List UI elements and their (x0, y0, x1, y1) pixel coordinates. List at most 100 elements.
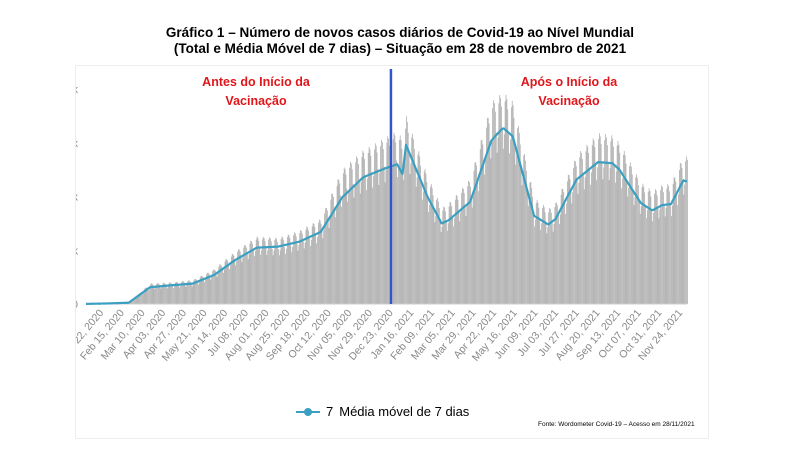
daily-case-bar (462, 188, 464, 304)
daily-case-bar (570, 191, 572, 304)
daily-case-bar (582, 174, 584, 304)
daily-case-bar (442, 210, 444, 304)
daily-case-bar (211, 277, 213, 304)
daily-case-bar (244, 245, 245, 304)
daily-case-bar (368, 146, 370, 304)
daily-case-bar (458, 210, 460, 304)
daily-case-bar (620, 171, 622, 304)
daily-case-bar (402, 168, 404, 304)
daily-case-bar (656, 195, 658, 304)
daily-case-bar (195, 279, 197, 304)
daily-case-bar (453, 226, 454, 304)
daily-case-bar (292, 246, 293, 304)
daily-case-bar (651, 209, 653, 304)
daily-case-bar (494, 111, 496, 304)
daily-case-bar (246, 253, 248, 304)
daily-case-bar (671, 205, 673, 304)
daily-case-bar (418, 151, 420, 304)
daily-case-bar (638, 185, 639, 304)
daily-case-bar (245, 245, 246, 304)
daily-case-bar (169, 282, 171, 304)
daily-case-bar (237, 251, 238, 304)
daily-case-bar (206, 274, 207, 304)
daily-case-bar (197, 282, 198, 304)
daily-case-bar (430, 184, 432, 304)
daily-case-bar (131, 300, 133, 304)
daily-case-bar (654, 193, 655, 304)
daily-case-bar (466, 206, 468, 304)
daily-case-bar (422, 191, 424, 304)
daily-case-bar (539, 219, 541, 304)
daily-case-bar (380, 146, 381, 304)
daily-case-bar (583, 189, 585, 304)
daily-case-bar (379, 172, 381, 304)
annotation-text: Antes do Início da (202, 75, 311, 89)
daily-case-bar (612, 138, 614, 304)
daily-case-bar (630, 166, 632, 304)
daily-case-bar (392, 139, 394, 304)
daily-case-bar (433, 209, 435, 304)
daily-case-bar (387, 136, 389, 304)
daily-case-bar (547, 227, 549, 304)
daily-case-bar (429, 204, 430, 304)
annotation-text: Após o Início da (521, 75, 619, 89)
daily-case-bar (194, 279, 196, 304)
daily-case-bar (313, 223, 315, 304)
daily-case-bar (254, 255, 255, 304)
daily-case-bar (305, 229, 307, 304)
daily-case-bar (269, 237, 270, 304)
daily-case-bar (518, 132, 520, 304)
daily-case-bar (633, 205, 635, 304)
daily-case-bar (575, 165, 577, 304)
daily-case-bar (447, 223, 449, 304)
daily-case-bar (170, 282, 172, 304)
daily-case-bar (321, 231, 323, 304)
daily-case-bar (408, 154, 410, 304)
daily-case-bar (235, 265, 237, 304)
daily-case-bar (615, 171, 617, 304)
daily-case-bar (611, 135, 613, 304)
daily-case-bar (395, 142, 397, 304)
daily-case-bar (605, 134, 606, 304)
daily-case-bar (545, 223, 547, 304)
daily-case-bar (614, 182, 616, 304)
daily-case-bar (275, 237, 277, 304)
daily-case-bar (353, 197, 355, 304)
daily-case-bar (264, 241, 266, 304)
daily-case-bar (471, 207, 473, 304)
daily-case-bar (571, 203, 573, 304)
daily-case-bar (228, 265, 229, 304)
daily-case-bar (467, 186, 469, 304)
daily-case-bar (178, 285, 180, 304)
daily-case-bar (350, 161, 351, 304)
daily-case-bar (519, 144, 521, 304)
legend: 7 Média móvel de 7 dias (296, 404, 469, 419)
daily-case-bar (437, 197, 438, 304)
daily-case-bar (640, 206, 642, 304)
legend-count: 7 (326, 404, 334, 419)
daily-case-bar (456, 195, 458, 304)
daily-case-bar (176, 282, 178, 304)
daily-case-bar (493, 100, 494, 304)
daily-case-bar (550, 212, 552, 304)
daily-case-bar (511, 100, 513, 304)
daily-case-bar (341, 206, 342, 304)
daily-case-bar (375, 145, 377, 304)
daily-case-bar (417, 154, 419, 304)
daily-case-bar (472, 195, 474, 304)
daily-case-bar (222, 269, 223, 304)
daily-case-bar (249, 243, 251, 304)
daily-case-bar (138, 293, 140, 304)
daily-case-bar (294, 233, 296, 304)
daily-case-bar (591, 145, 593, 304)
daily-case-bar (470, 186, 471, 304)
daily-case-bar (495, 132, 497, 304)
daily-case-bar (156, 283, 157, 304)
daily-case-bar (681, 167, 683, 304)
daily-case-bar (406, 116, 407, 305)
daily-case-bar (309, 238, 310, 304)
daily-case-bar (653, 212, 654, 304)
daily-case-bar (628, 187, 630, 304)
daily-case-bar (188, 280, 189, 304)
daily-case-bar (182, 281, 183, 304)
